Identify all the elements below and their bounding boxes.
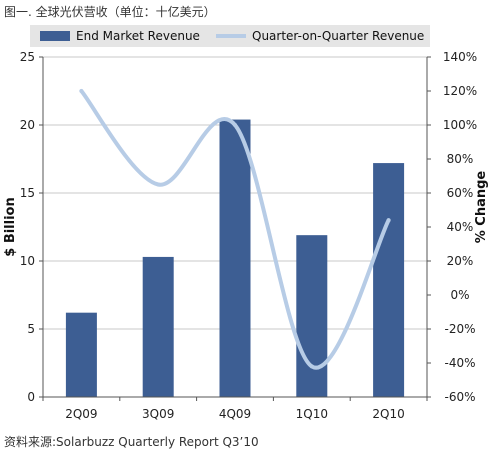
figure-title: 图一. 全球光伏营收（单位：十亿美元） <box>4 5 216 19</box>
y2-tick-label: -40% <box>444 356 475 370</box>
x-tick-label: 3Q09 <box>142 407 174 421</box>
x-tick-label: 2Q09 <box>65 407 97 421</box>
axes <box>39 56 431 401</box>
qoq-point <box>79 89 84 93</box>
x-tick-label: 1Q10 <box>296 407 328 421</box>
y2-tick-label: 140% <box>443 50 477 64</box>
legend-bar-label: End Market Revenue <box>76 29 200 43</box>
bar <box>65 312 97 397</box>
legend-line-label: Quarter-on-Quarter Revenue <box>252 29 424 43</box>
x-tick-label: 4Q09 <box>219 407 251 421</box>
y2-axis-title: % Change <box>474 171 489 244</box>
qoq-point <box>233 123 237 127</box>
y2-tick-label: 80% <box>447 152 474 166</box>
qoq-point <box>156 182 161 187</box>
qoq-line <box>79 89 391 370</box>
y2-tick-label: 120% <box>443 84 477 98</box>
bar <box>219 119 251 397</box>
y-tick-label: 0 <box>27 390 35 404</box>
y2-tick-label: 100% <box>443 118 477 132</box>
y2-tick-label: 60% <box>447 186 474 200</box>
y2-tick-label: -20% <box>444 322 475 336</box>
y-axis-title: $ Billion <box>3 197 18 257</box>
y2-tick-label: 0% <box>450 288 469 302</box>
bar <box>142 256 174 397</box>
line-series <box>79 89 391 370</box>
bar <box>373 163 405 397</box>
y2-tick-label: -60% <box>444 390 475 404</box>
source-note: 资料来源:Solarbuzz Quarterly Report Q3’10 <box>4 435 259 449</box>
y-tick-label: 20 <box>20 118 35 132</box>
x-tick-label: 2Q10 <box>372 407 404 421</box>
bar-series <box>65 119 405 397</box>
qoq-point <box>386 218 391 223</box>
y2-tick-label: 20% <box>447 254 474 268</box>
legend-bar-swatch <box>40 31 70 41</box>
qoq-point <box>309 364 314 369</box>
y-tick-label: 10 <box>20 254 35 268</box>
y-tick-label: 5 <box>27 322 35 336</box>
tick-labels: 0 5 10 15 20 25 -60% -40% -20% 0% 20% 40% 60% 80% 100%… <box>20 50 477 421</box>
y-tick-label: 15 <box>20 186 35 200</box>
bar <box>296 235 328 397</box>
y-tick-label: 25 <box>20 50 35 64</box>
y2-tick-label: 40% <box>447 220 474 234</box>
chart-legend: End Market Revenue Quarter-on-Quarter Re… <box>30 25 430 47</box>
